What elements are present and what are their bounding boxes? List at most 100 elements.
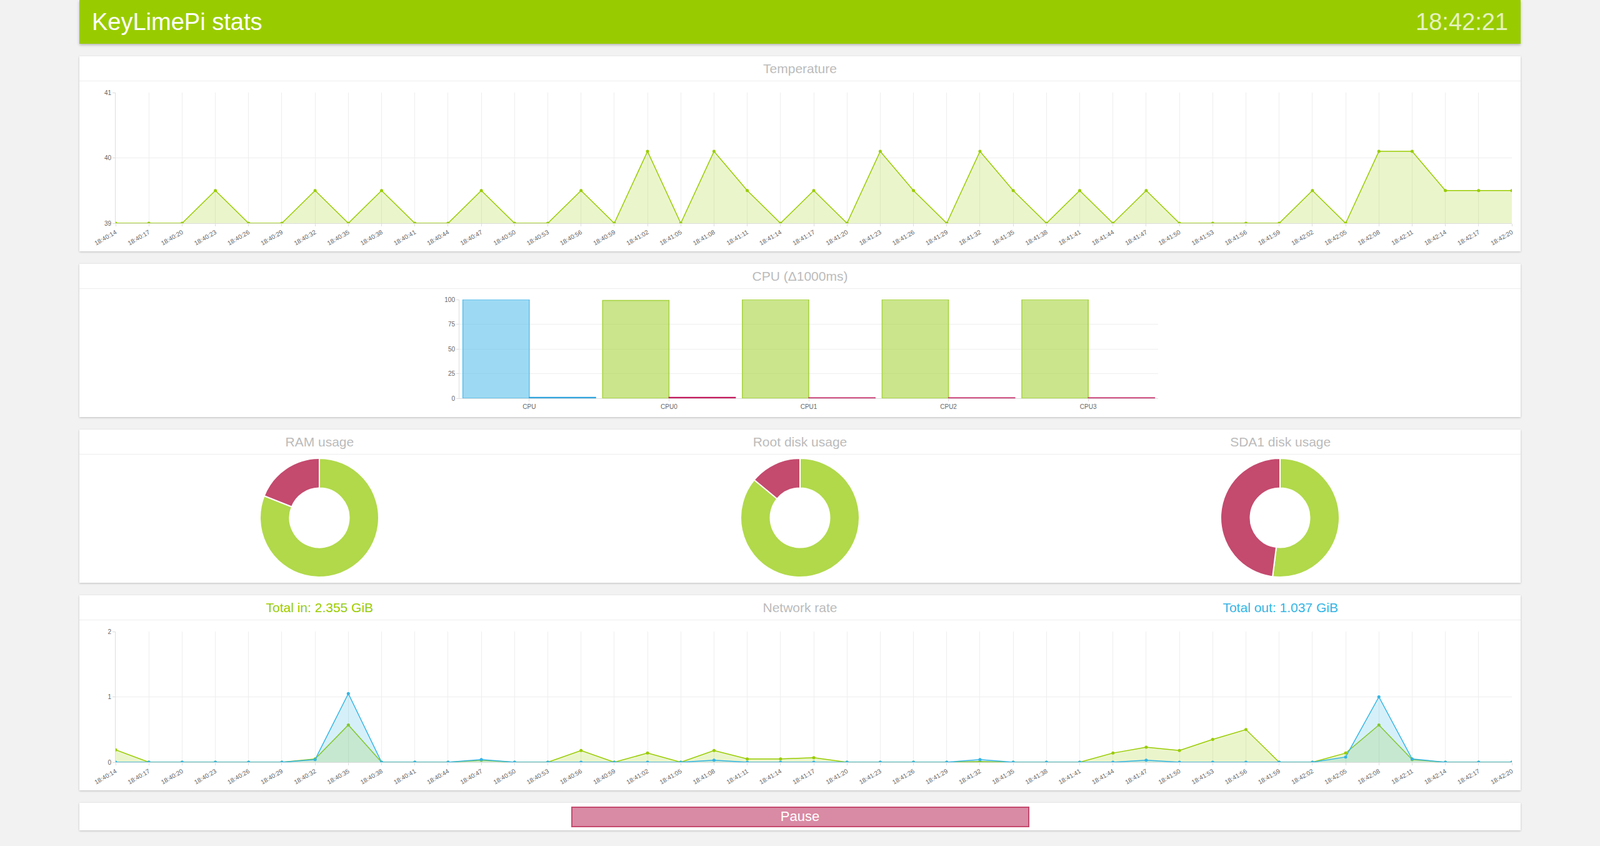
svg-text:18:41:14: 18:41:14	[758, 228, 784, 247]
svg-text:18:40:41: 18:40:41	[392, 228, 418, 247]
svg-text:18:42:20: 18:42:20	[1489, 766, 1515, 785]
svg-text:18:40:35: 18:40:35	[326, 766, 352, 785]
svg-text:18:40:50: 18:40:50	[492, 766, 518, 785]
svg-text:18:42:02: 18:42:02	[1290, 766, 1315, 785]
svg-text:18:40:35: 18:40:35	[326, 228, 352, 247]
svg-text:18:42:02: 18:42:02	[1290, 228, 1315, 247]
svg-text:18:41:41: 18:41:41	[1057, 228, 1083, 247]
svg-text:18:41:17: 18:41:17	[791, 228, 817, 247]
svg-text:18:40:26: 18:40:26	[226, 228, 252, 247]
svg-text:18:41:59: 18:41:59	[1256, 228, 1282, 247]
svg-text:18:41:35: 18:41:35	[990, 228, 1016, 247]
svg-text:18:41:41: 18:41:41	[1057, 766, 1083, 785]
svg-text:18:40:23: 18:40:23	[193, 766, 219, 785]
svg-text:18:41:17: 18:41:17	[791, 766, 817, 785]
svg-text:CPU0: CPU0	[660, 403, 678, 410]
svg-text:18:40:29: 18:40:29	[259, 228, 285, 247]
svg-text:18:41:44: 18:41:44	[1090, 228, 1116, 247]
svg-text:18:41:26: 18:41:26	[891, 228, 917, 247]
svg-text:18:40:47: 18:40:47	[458, 766, 484, 785]
svg-text:CPU1: CPU1	[800, 403, 818, 410]
svg-text:18:40:44: 18:40:44	[425, 228, 451, 247]
svg-text:18:41:38: 18:41:38	[1024, 228, 1050, 247]
svg-text:18:41:32: 18:41:32	[957, 228, 983, 247]
svg-text:CPU: CPU	[522, 403, 536, 410]
svg-text:18:40:38: 18:40:38	[359, 228, 385, 247]
svg-text:18:42:05: 18:42:05	[1323, 228, 1349, 247]
svg-text:18:41:38: 18:41:38	[1024, 766, 1050, 785]
svg-text:18:40:53: 18:40:53	[525, 228, 551, 247]
svg-text:18:41:56: 18:41:56	[1223, 766, 1249, 785]
svg-text:18:42:11: 18:42:11	[1390, 228, 1415, 247]
svg-text:18:42:14: 18:42:14	[1423, 228, 1449, 247]
svg-text:18:41:20: 18:41:20	[824, 766, 850, 785]
svg-text:18:42:17: 18:42:17	[1456, 228, 1482, 247]
svg-text:18:40:59: 18:40:59	[591, 766, 617, 785]
svg-text:18:42:20: 18:42:20	[1489, 228, 1515, 247]
svg-text:18:41:02: 18:41:02	[625, 228, 650, 247]
svg-text:25: 25	[448, 370, 456, 377]
svg-text:18:42:11: 18:42:11	[1390, 766, 1415, 785]
svg-text:18:41:29: 18:41:29	[924, 766, 950, 785]
svg-text:0: 0	[107, 758, 112, 766]
svg-text:18:40:56: 18:40:56	[558, 228, 584, 247]
svg-text:18:42:17: 18:42:17	[1456, 766, 1482, 785]
svg-text:1: 1	[107, 693, 112, 700]
svg-text:18:41:05: 18:41:05	[658, 228, 684, 247]
svg-text:18:41:11: 18:41:11	[725, 228, 750, 247]
svg-text:18:41:32: 18:41:32	[957, 766, 983, 785]
svg-text:18:41:05: 18:41:05	[658, 766, 684, 785]
svg-text:18:40:17: 18:40:17	[126, 228, 152, 247]
svg-text:18:42:08: 18:42:08	[1356, 228, 1382, 247]
svg-text:18:42:08: 18:42:08	[1356, 766, 1382, 785]
svg-text:100: 100	[444, 296, 455, 304]
svg-text:18:40:23: 18:40:23	[193, 228, 219, 247]
svg-text:40: 40	[104, 154, 112, 162]
svg-text:18:40:59: 18:40:59	[591, 228, 617, 247]
svg-text:18:41:20: 18:41:20	[824, 228, 850, 247]
svg-text:18:41:02: 18:41:02	[625, 766, 650, 785]
svg-text:18:41:50: 18:41:50	[1156, 228, 1182, 247]
svg-text:18:41:53: 18:41:53	[1190, 766, 1216, 785]
svg-text:18:41:59: 18:41:59	[1256, 766, 1282, 785]
svg-text:18:41:29: 18:41:29	[924, 228, 950, 247]
svg-text:18:41:53: 18:41:53	[1190, 228, 1216, 247]
svg-text:18:41:14: 18:41:14	[758, 766, 784, 785]
svg-text:18:41:08: 18:41:08	[691, 766, 717, 785]
svg-text:18:40:47: 18:40:47	[458, 228, 484, 247]
svg-text:18:40:44: 18:40:44	[425, 766, 451, 785]
svg-text:18:41:26: 18:41:26	[891, 766, 917, 785]
svg-text:18:40:20: 18:40:20	[160, 228, 185, 247]
svg-text:18:40:32: 18:40:32	[292, 228, 318, 247]
svg-text:18:42:05: 18:42:05	[1323, 766, 1349, 785]
svg-text:18:41:50: 18:41:50	[1156, 766, 1182, 785]
svg-text:18:40:38: 18:40:38	[359, 766, 385, 785]
svg-text:18:40:14: 18:40:14	[93, 228, 119, 247]
svg-text:75: 75	[448, 320, 456, 328]
svg-text:18:40:17: 18:40:17	[126, 766, 152, 785]
svg-text:18:42:14: 18:42:14	[1423, 766, 1449, 785]
svg-text:39: 39	[104, 220, 112, 227]
svg-text:50: 50	[448, 345, 456, 353]
svg-text:2: 2	[107, 628, 112, 635]
svg-text:0: 0	[451, 395, 455, 402]
svg-text:18:41:35: 18:41:35	[990, 766, 1016, 785]
svg-text:18:40:20: 18:40:20	[160, 766, 185, 785]
svg-text:18:41:47: 18:41:47	[1123, 228, 1149, 247]
svg-text:18:40:26: 18:40:26	[226, 766, 252, 785]
svg-text:CPU2: CPU2	[940, 403, 957, 410]
svg-text:18:40:53: 18:40:53	[525, 766, 551, 785]
svg-text:18:41:08: 18:41:08	[691, 228, 717, 247]
svg-text:41: 41	[104, 89, 112, 97]
svg-text:18:40:14: 18:40:14	[93, 766, 119, 785]
svg-text:18:41:23: 18:41:23	[858, 766, 884, 785]
svg-text:18:40:50: 18:40:50	[492, 228, 518, 247]
svg-text:18:40:29: 18:40:29	[259, 766, 285, 785]
svg-text:18:41:44: 18:41:44	[1090, 766, 1116, 785]
svg-text:18:41:11: 18:41:11	[725, 766, 750, 785]
svg-text:18:40:56: 18:40:56	[558, 766, 584, 785]
svg-text:18:41:47: 18:41:47	[1123, 766, 1149, 785]
svg-text:18:41:23: 18:41:23	[858, 228, 884, 247]
svg-text:CPU3: CPU3	[1080, 403, 1097, 410]
svg-text:18:41:56: 18:41:56	[1223, 228, 1249, 247]
